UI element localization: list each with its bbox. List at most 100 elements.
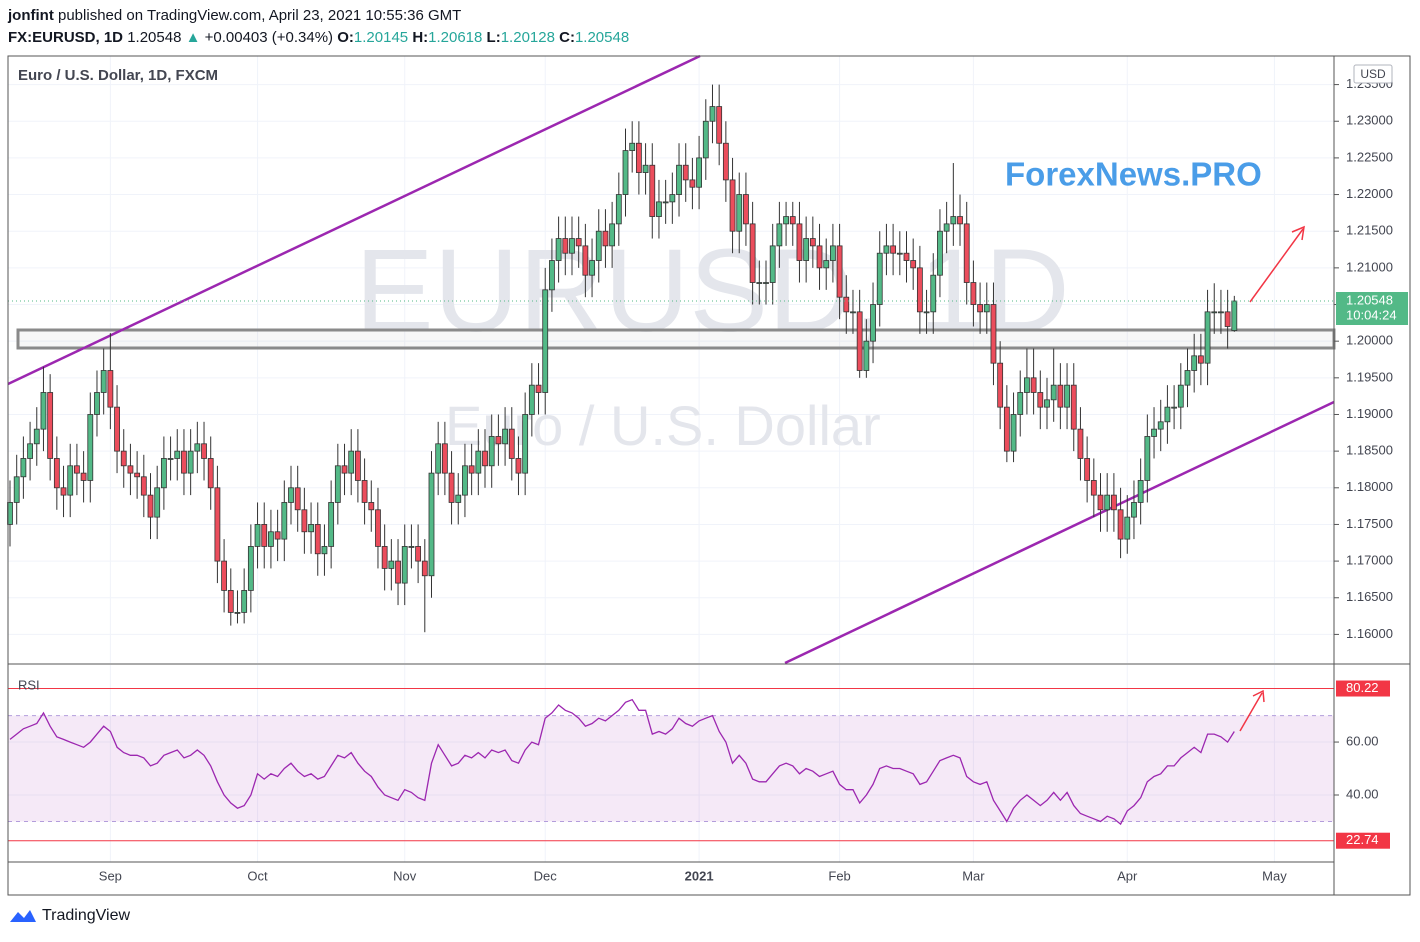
candle-body xyxy=(1003,406,1010,452)
candle-body xyxy=(60,487,67,496)
candle-body xyxy=(575,238,582,247)
last-price-label: 1.20548 xyxy=(1346,292,1393,307)
candle-body xyxy=(789,216,796,225)
candle-body xyxy=(682,164,689,181)
candle-body xyxy=(595,230,602,261)
candle-body xyxy=(970,282,977,305)
candle-body xyxy=(174,450,181,459)
candle-body xyxy=(321,546,328,555)
brand: ForexNews.PRO xyxy=(1005,156,1262,193)
published: published on TradingView.com, April 23, … xyxy=(58,7,462,24)
candle-body xyxy=(722,142,729,181)
candle-body xyxy=(769,245,776,283)
candle-body xyxy=(181,450,187,474)
candle-body xyxy=(1124,516,1131,540)
arrow xyxy=(1239,692,1263,732)
chart: EURUSD, 1D Euro / U.S. Dollar Euro / U.S… xyxy=(7,54,1411,896)
candle-body xyxy=(823,260,830,269)
footer-brand: TradingView xyxy=(42,907,131,924)
candle-body xyxy=(314,524,321,555)
candle-body xyxy=(957,216,963,225)
arrow-head xyxy=(1252,689,1265,703)
candle-body xyxy=(114,406,120,452)
candle-body xyxy=(475,450,482,474)
candle-body xyxy=(53,458,60,489)
publish-line: jonfint published on TradingView.com, Ap… xyxy=(8,7,461,24)
candle-body xyxy=(281,502,288,540)
y-tick-label: 1.18000 xyxy=(1346,479,1393,494)
y-tick-label: 1.17500 xyxy=(1346,516,1393,531)
x-tick-label: May xyxy=(1262,868,1287,883)
candle-body xyxy=(696,157,702,188)
pane-title: Euro / U.S. Dollar, 1D, FXCM xyxy=(18,67,218,84)
candle-body xyxy=(368,502,375,511)
candle-body xyxy=(963,223,970,283)
last-price-box xyxy=(1336,291,1408,325)
candle-body xyxy=(689,179,696,188)
ohlc-value: 1.20128 xyxy=(500,29,555,46)
candle-body xyxy=(502,428,508,445)
candle-body xyxy=(716,106,723,144)
candle-body xyxy=(20,458,27,478)
candle-body xyxy=(381,546,388,569)
candle-body xyxy=(756,282,763,284)
logo xyxy=(10,910,36,922)
candle-body xyxy=(33,428,40,445)
candle-body xyxy=(462,465,468,496)
candle-body xyxy=(107,370,114,408)
candle-body xyxy=(241,590,248,613)
level-box xyxy=(1336,680,1390,697)
candle-body xyxy=(549,260,555,291)
candle-body xyxy=(1010,414,1017,452)
candle-body xyxy=(147,494,154,518)
candle-body xyxy=(850,311,856,314)
author: jonfint xyxy=(8,7,54,24)
candle-body xyxy=(1057,384,1064,408)
candle-body xyxy=(749,223,756,283)
candle-body xyxy=(234,612,241,614)
candle-body xyxy=(488,436,495,467)
candle-body xyxy=(1084,458,1091,481)
candle-body xyxy=(27,443,33,459)
candle-body xyxy=(649,164,656,217)
candle-body xyxy=(890,245,897,254)
axes: Sep Oct Nov Dec 2021 Feb Mar Apr May 1.16000 1.165… xyxy=(99,76,1408,883)
candle-body xyxy=(736,194,743,232)
candle-body xyxy=(528,384,535,415)
rsi-title: RSI xyxy=(18,677,40,692)
candle-body xyxy=(916,267,923,313)
candle-body xyxy=(856,311,863,371)
ohlc-label: H: xyxy=(412,29,429,46)
y-tick-label: 1.18500 xyxy=(1346,443,1393,458)
y-tick-label: 1.23000 xyxy=(1346,113,1393,128)
candle-body xyxy=(441,443,448,474)
candle-body xyxy=(1037,392,1044,408)
candle-body xyxy=(776,223,783,247)
level-label: 22.74 xyxy=(1346,832,1379,847)
candle-body xyxy=(288,487,294,503)
candle-body xyxy=(1044,399,1050,408)
ohlc-value: 1.20548 xyxy=(574,29,630,46)
candle-body xyxy=(896,252,903,255)
candle-body xyxy=(830,245,836,261)
candle-body xyxy=(495,436,502,445)
candle-body xyxy=(1064,384,1070,408)
candle-body xyxy=(134,472,141,478)
candle-body xyxy=(635,142,642,173)
candle-body xyxy=(254,524,261,547)
candle-body xyxy=(388,560,395,569)
currency: USD xyxy=(1360,67,1386,81)
candle-body xyxy=(67,465,74,496)
y-tick-label: 1.19000 xyxy=(1346,406,1393,421)
candle-body xyxy=(87,414,94,481)
candle-body xyxy=(743,194,749,225)
candle-body xyxy=(615,194,622,225)
candle-body xyxy=(428,472,435,577)
candle-body xyxy=(1177,384,1184,408)
candle-body xyxy=(876,252,883,305)
rsi-band xyxy=(8,715,1334,822)
candle-body xyxy=(990,304,997,364)
ohlc-label: L: xyxy=(486,29,501,46)
ohlc-value: 1.20145 xyxy=(353,29,409,46)
